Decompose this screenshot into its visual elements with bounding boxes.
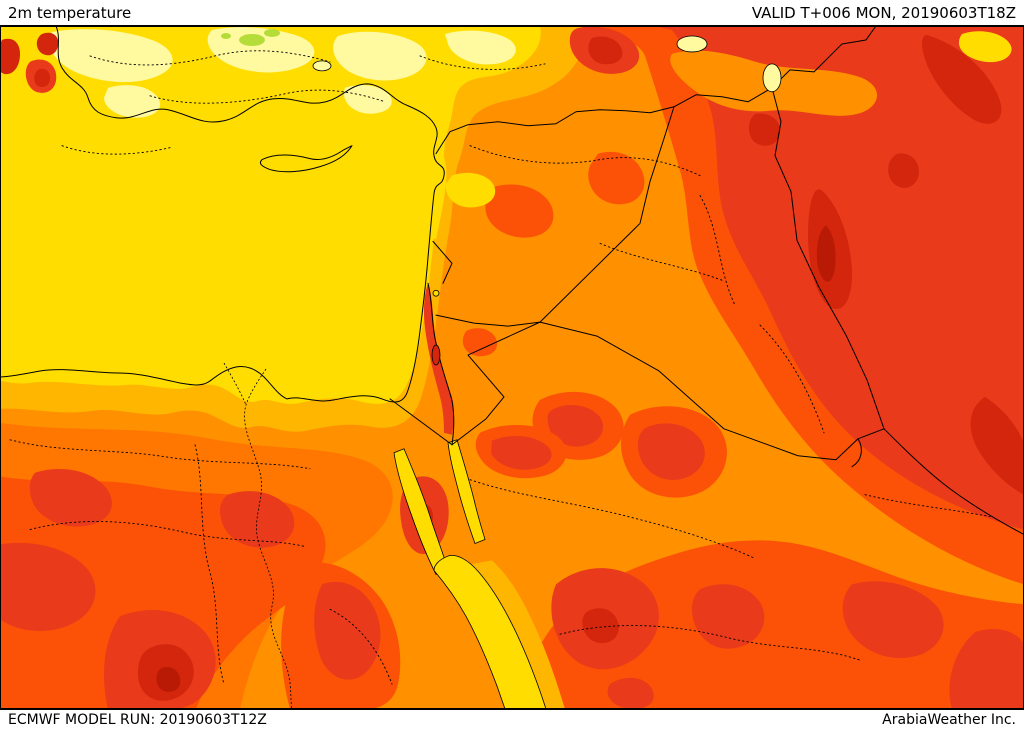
kuwait-coastline: [851, 438, 862, 468]
cyprus-coastline: [259, 145, 353, 173]
red-sea: [433, 555, 547, 709]
map-title: 2m temperature: [8, 3, 132, 22]
model-run-label: ECMWF MODEL RUN: 20190603T12Z: [8, 711, 267, 728]
footer-bar: ECMWF MODEL RUN: 20190603T12Z ArabiaWeat…: [0, 710, 1024, 729]
persian-gulf-coastline: [883, 428, 1024, 536]
jordan-saudi-border: [451, 321, 541, 446]
jordan-valley-border: [427, 282, 455, 446]
header-bar: 2m temperature VALID T+006 MON, 20190603…: [0, 0, 1024, 25]
lake-van: [676, 35, 708, 53]
iraq-saudi-border: [539, 321, 885, 461]
jordan-syria-border: [435, 314, 541, 327]
turkey-syria-iraq-border: [435, 87, 773, 155]
turkey-iran-border: [771, 26, 877, 89]
temperature-map: [0, 26, 1024, 709]
mediterranean-coastline: [0, 26, 445, 403]
lake-tuz: [312, 60, 332, 72]
administrative-dotted-lines: [9, 50, 991, 685]
water-bodies: [393, 439, 547, 709]
coastlines-and-borders: [0, 26, 1024, 709]
lake-urmia: [762, 63, 782, 93]
gulf-of-aqaba: [447, 439, 486, 545]
iraq-iran-border: [771, 87, 885, 430]
lakes: [312, 35, 782, 366]
lebanon-border: [432, 240, 453, 284]
valid-time-label: VALID T+006 MON, 20190603T18Z: [751, 3, 1016, 22]
map-area: [0, 25, 1024, 710]
syria-iraq-border: [539, 106, 675, 323]
field-warm-layers: [0, 26, 1024, 709]
field-cool-layers: [0, 26, 584, 432]
credit-label: ArabiaWeather Inc.: [882, 711, 1016, 728]
dead-sea: [431, 344, 441, 366]
sea-of-galilee: [432, 289, 440, 297]
egypt-israel-border: [389, 398, 453, 446]
